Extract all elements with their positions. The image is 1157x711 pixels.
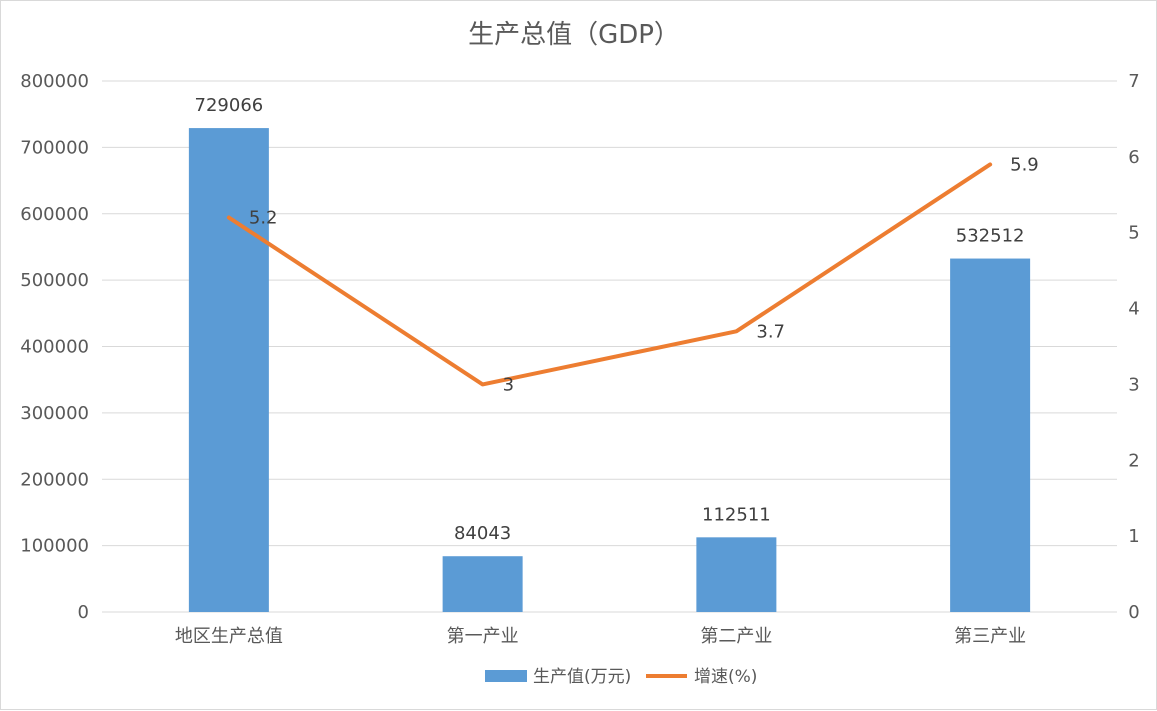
legend-bar-swatch [485,670,527,682]
left-tick-label: 600000 [20,204,89,225]
line-value-label: 5.2 [249,208,278,229]
line-data-labels: 5.2 3 3.7 5.9 [249,154,1039,395]
left-tick-label: 0 [78,602,89,623]
left-tick-label: 800000 [20,71,89,92]
left-tick-label: 200000 [20,469,89,490]
bar-data-labels: 729066 84043 112511 532512 [195,95,1025,544]
chart-title: 生产总值（GDP） [468,20,680,50]
bar [442,556,523,612]
right-axis-ticks: 0 1 2 3 4 5 6 7 [1128,71,1139,623]
legend-line-label: 增速(%) [694,667,757,687]
bar [950,258,1031,612]
bar-value-label: 112511 [702,504,771,525]
right-tick-label: 3 [1128,374,1139,395]
gridlines [102,80,1117,613]
bar-value-label: 84043 [454,523,511,544]
bar-series [188,128,1031,612]
bar-value-label: 532512 [956,226,1025,247]
right-tick-label: 1 [1128,526,1139,547]
line-series [226,162,993,387]
left-tick-label: 100000 [20,536,89,557]
legend-bar-label: 生产值(万元) [533,667,631,687]
right-tick-label: 0 [1128,602,1139,623]
category-label: 第一产业 [447,626,519,647]
category-label: 第三产业 [954,626,1026,647]
line-value-label: 5.9 [1010,154,1039,175]
right-tick-label: 7 [1128,71,1139,92]
left-tick-label: 300000 [20,403,89,424]
bar [188,128,269,612]
category-label: 地区生产总值 [175,626,283,647]
category-label: 第二产业 [700,626,772,647]
left-tick-label: 400000 [20,337,89,358]
left-tick-label: 700000 [20,137,89,158]
bar-value-label: 729066 [195,95,264,116]
line-value-label: 3 [503,374,514,395]
right-tick-label: 5 [1128,223,1139,244]
growth-line [226,162,993,387]
right-tick-label: 6 [1128,147,1139,168]
right-tick-label: 2 [1128,450,1139,471]
bar [696,537,777,612]
right-tick-label: 4 [1128,299,1139,320]
left-tick-label: 500000 [20,270,89,291]
line-value-label: 3.7 [756,321,785,342]
category-labels: 地区生产总值 第一产业 第二产业 第三产业 [175,626,1026,647]
left-axis-ticks: 0 100000 200000 300000 400000 500000 600000 700… [20,71,89,623]
legend: 生产值(万元) 增速(%) [485,667,757,687]
